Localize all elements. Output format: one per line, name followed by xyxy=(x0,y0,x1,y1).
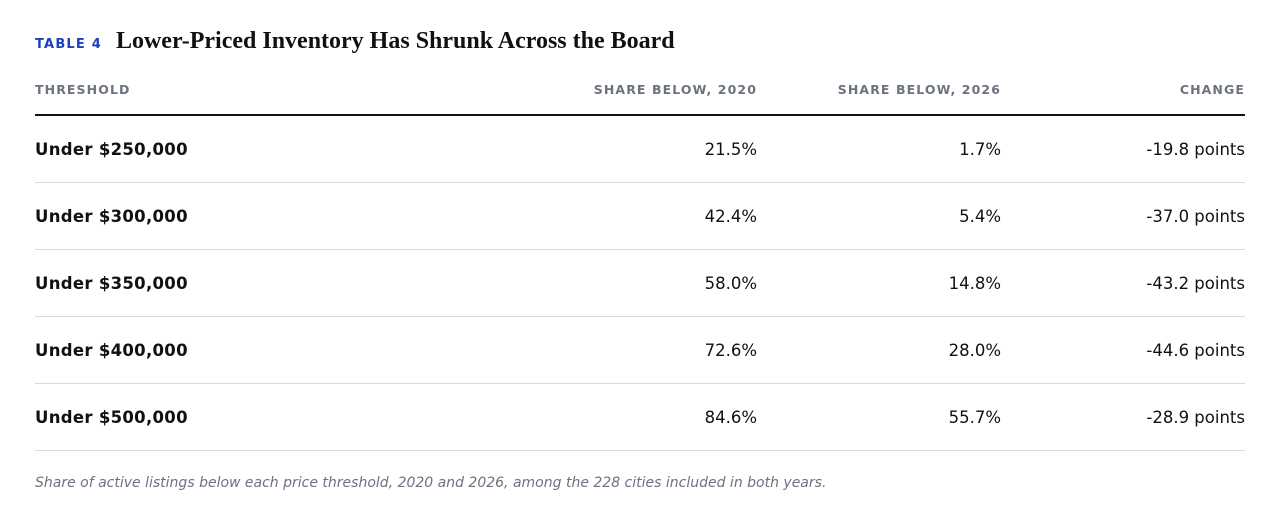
cell-share-2020: 72.6% xyxy=(435,316,757,384)
cell-threshold: Under $250,000 xyxy=(35,115,435,183)
table-figure: TABLE 4 Lower-Priced Inventory Has Shrun… xyxy=(35,28,1245,491)
table-header-row: THRESHOLD SHARE BELOW, 2020 SHARE BELOW,… xyxy=(35,80,1245,116)
cell-change: -37.0 points xyxy=(1001,182,1245,250)
column-header-threshold: THRESHOLD xyxy=(35,80,435,116)
table-number-label: TABLE 4 xyxy=(35,37,102,52)
cell-threshold: Under $300,000 xyxy=(35,182,435,250)
cell-share-2020: 42.4% xyxy=(435,182,757,250)
column-header-share-2020: SHARE BELOW, 2020 xyxy=(435,80,757,116)
cell-threshold: Under $500,000 xyxy=(35,383,435,451)
cell-share-2026: 55.7% xyxy=(757,383,1001,451)
table-heading: TABLE 4 Lower-Priced Inventory Has Shrun… xyxy=(35,28,1245,58)
cell-share-2020: 84.6% xyxy=(435,383,757,451)
column-header-change: CHANGE xyxy=(1001,80,1245,116)
column-header-share-2026: SHARE BELOW, 2026 xyxy=(757,80,1001,116)
data-table: THRESHOLD SHARE BELOW, 2020 SHARE BELOW,… xyxy=(35,80,1245,451)
cell-change: -28.9 points xyxy=(1001,383,1245,451)
cell-share-2020: 21.5% xyxy=(435,115,757,183)
cell-share-2026: 28.0% xyxy=(757,316,1001,384)
table-row: Under $350,000 58.0% 14.8% -43.2 points xyxy=(35,249,1245,317)
cell-share-2026: 14.8% xyxy=(757,249,1001,317)
table-title: Lower-Priced Inventory Has Shrunk Across… xyxy=(115,28,675,54)
cell-change: -19.8 points xyxy=(1001,115,1245,183)
cell-threshold: Under $350,000 xyxy=(35,249,435,317)
cell-share-2026: 5.4% xyxy=(757,182,1001,250)
cell-share-2020: 58.0% xyxy=(435,249,757,317)
table-footnote: Share of active listings below each pric… xyxy=(35,475,827,491)
table-row: Under $500,000 84.6% 55.7% -28.9 points xyxy=(35,383,1245,451)
cell-share-2026: 1.7% xyxy=(757,115,1001,183)
cell-threshold: Under $400,000 xyxy=(35,316,435,384)
table-row: Under $300,000 42.4% 5.4% -37.0 points xyxy=(35,182,1245,250)
cell-change: -44.6 points xyxy=(1001,316,1245,384)
cell-change: -43.2 points xyxy=(1001,249,1245,317)
table-row: Under $400,000 72.6% 28.0% -44.6 points xyxy=(35,316,1245,384)
table-row: Under $250,000 21.5% 1.7% -19.8 points xyxy=(35,115,1245,183)
